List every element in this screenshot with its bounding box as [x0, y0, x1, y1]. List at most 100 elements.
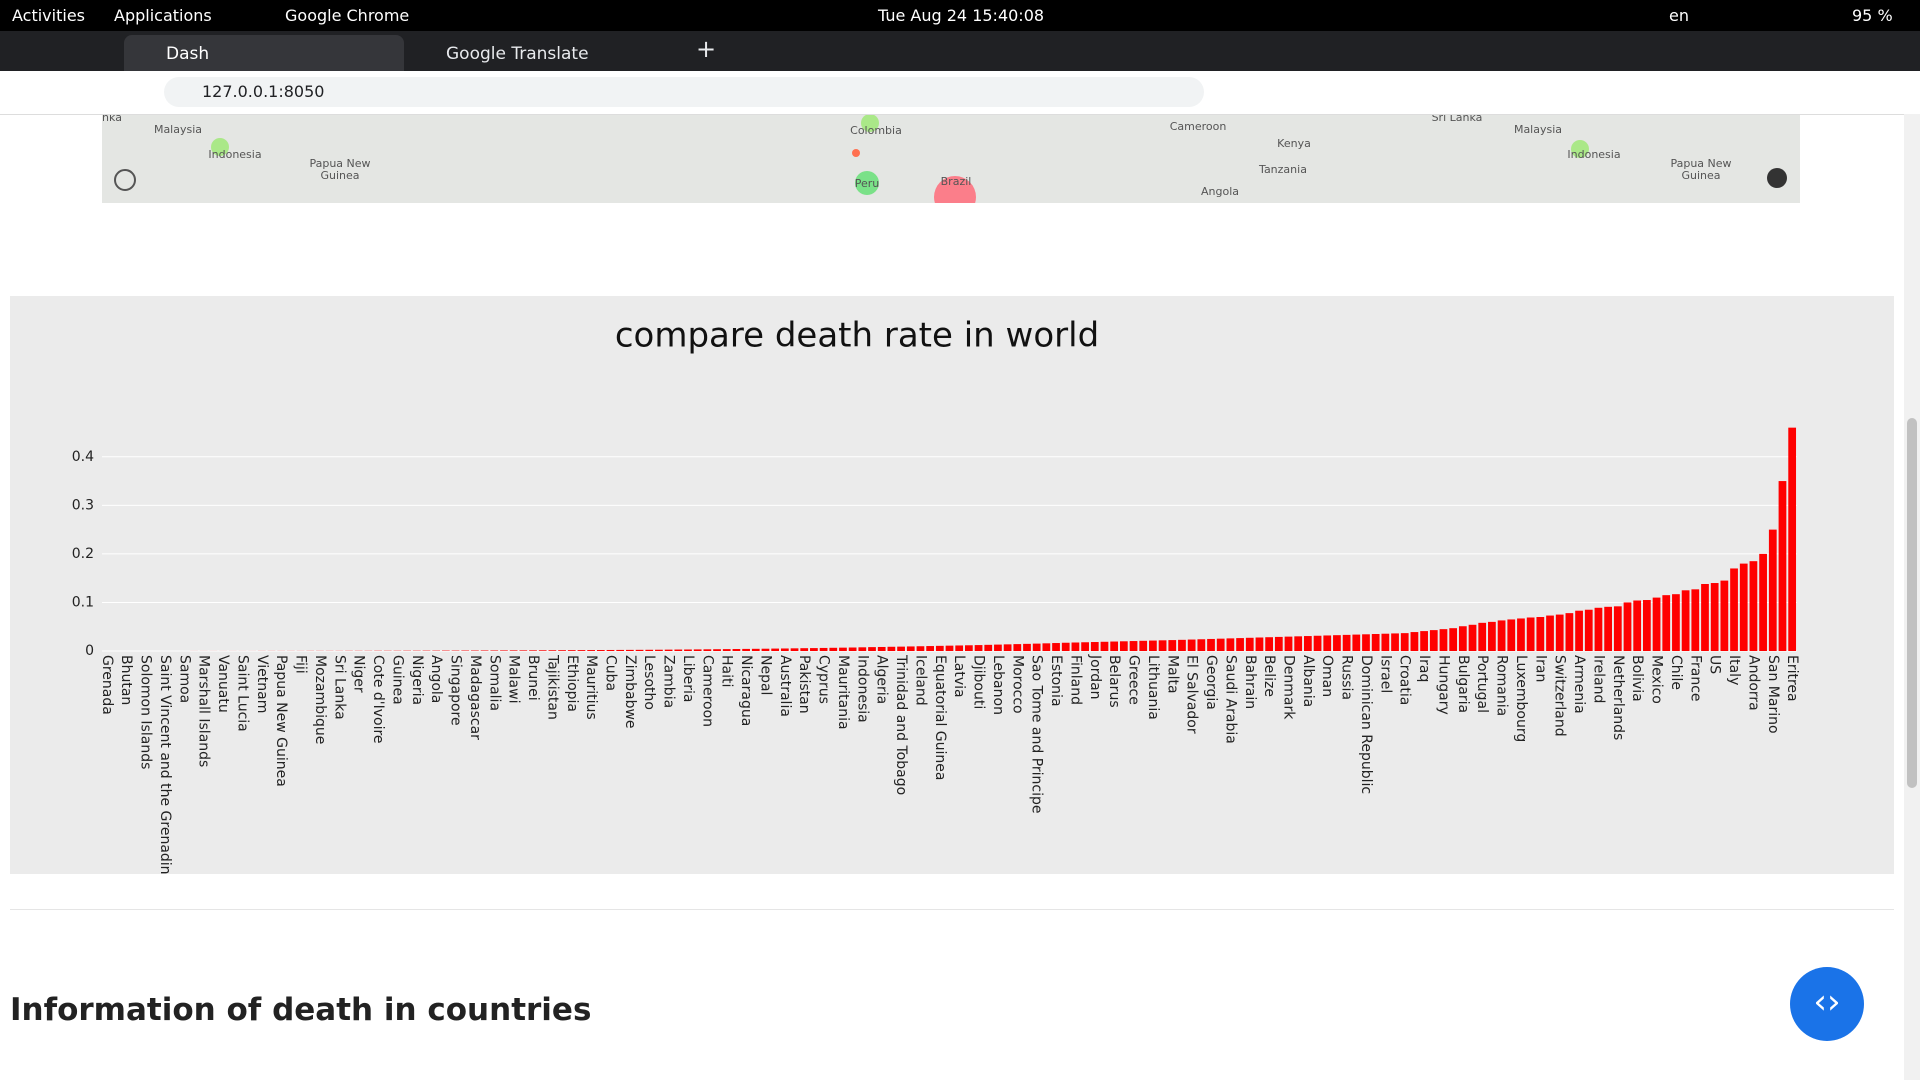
bar: [887, 646, 896, 651]
x-tick-label: Chile: [1668, 655, 1684, 690]
bar: [1381, 633, 1390, 651]
bar: [984, 644, 993, 651]
x-tick-label: Saint Lucia: [234, 655, 250, 732]
bar: [1778, 481, 1787, 651]
x-tick-label: Bulgaria: [1455, 655, 1471, 713]
x-tick-label: Vietnam: [254, 655, 270, 713]
scrollbar: [1904, 114, 1920, 1080]
bar: [703, 649, 712, 651]
x-tick-label: Eritrea: [1784, 655, 1800, 702]
bar: [713, 649, 721, 651]
bar: [1594, 607, 1603, 651]
map-label: Kenya: [1277, 137, 1311, 150]
map-info[interactable]: [1767, 168, 1787, 188]
bar: [1759, 553, 1767, 651]
x-tick-label: Indonesia: [854, 655, 870, 723]
clock[interactable]: Tue Aug 24 15:40:08: [878, 6, 1045, 25]
bubble: [855, 171, 879, 195]
map-label: Papua New Guinea: [1670, 157, 1732, 182]
x-tick-label: Saudi Arabia: [1222, 655, 1238, 744]
bar: [1788, 427, 1797, 651]
bubble: [211, 138, 229, 156]
bar: [1032, 643, 1041, 651]
x-tick-label: Iraq: [1416, 655, 1432, 682]
map-label: Papua New Guinea: [309, 157, 371, 182]
bar: [1691, 589, 1700, 651]
bar: [1730, 568, 1738, 651]
bar: [1420, 631, 1428, 651]
bar: [955, 645, 964, 651]
debug-button[interactable]: ‹›: [1790, 967, 1864, 1041]
x-tick-label: Jordan: [1087, 654, 1103, 700]
bar: [1168, 640, 1177, 651]
bar: [558, 650, 566, 651]
bar: [761, 648, 770, 651]
bar: [1236, 638, 1244, 651]
y-tick-label: 0.1: [72, 594, 94, 610]
map-label: nka: [102, 115, 122, 124]
bar: [800, 648, 809, 651]
map-logo[interactable]: [114, 169, 136, 191]
bar: [829, 647, 838, 651]
y-tick-label: 0.3: [72, 497, 94, 513]
bar: [771, 648, 780, 651]
tab[interactable]: Dash: [124, 35, 404, 71]
x-tick-label: Solomon Islands: [138, 655, 154, 769]
x-tick-label: Netherlands: [1610, 655, 1626, 740]
bar: [1071, 642, 1080, 651]
bar: [1391, 633, 1399, 651]
bar: [1710, 583, 1719, 651]
x-tick-label: Mozambique: [312, 655, 328, 744]
scroll-thumb[interactable]: [1907, 418, 1917, 788]
x-tick-label: Saint Vincent and the Grenadines: [157, 655, 173, 874]
bar: [1439, 629, 1448, 651]
activities[interactable]: Activities: [12, 6, 85, 25]
bar: [1003, 644, 1012, 651]
bar: [1720, 580, 1729, 651]
bar: [1613, 606, 1622, 651]
x-tick-label: Israel: [1377, 655, 1393, 693]
bar: [1526, 617, 1535, 651]
bar: [1410, 632, 1419, 651]
x-tick-label: Marshall Islands: [196, 655, 212, 767]
x-tick-label: Andorra: [1745, 655, 1761, 711]
bar: [1575, 610, 1583, 651]
bar: [635, 649, 644, 651]
bar: [1546, 615, 1554, 651]
applications-menu[interactable]: Applications: [114, 6, 212, 25]
battery[interactable]: 95 %: [1852, 6, 1893, 25]
address-bar[interactable]: 127.0.0.1:8050: [164, 77, 1204, 107]
tab[interactable]: Google Translate: [446, 44, 589, 64]
x-tick-label: Sri Lanka: [331, 655, 347, 720]
bar: [693, 649, 702, 651]
bar: [819, 647, 828, 651]
bar: [722, 649, 731, 651]
bar: [1400, 633, 1409, 651]
x-tick-label: Ireland: [1590, 655, 1606, 703]
bar: [674, 649, 683, 651]
x-tick-label: Vanuatu: [215, 655, 231, 713]
map-label: Indonesia: [1567, 148, 1621, 161]
new-tab[interactable]: +: [696, 35, 717, 63]
language[interactable]: en: [1669, 6, 1689, 25]
bar: [1323, 635, 1332, 651]
bar: [935, 645, 944, 651]
x-tick-label: Liberia: [680, 655, 696, 702]
bar: [1110, 641, 1119, 651]
bar: [1701, 583, 1709, 651]
app-menu[interactable]: Google Chrome: [285, 6, 410, 25]
bar: [1507, 619, 1516, 651]
bar: [1555, 614, 1564, 651]
x-tick-label: Mexico: [1649, 655, 1665, 704]
bar: [596, 650, 605, 651]
bar: [1119, 641, 1128, 651]
x-tick-label: Madagascar: [467, 655, 483, 740]
bar: [1090, 642, 1099, 651]
x-tick-label: Cote d'Ivoire: [370, 655, 386, 744]
bar: [1739, 563, 1748, 651]
x-tick-label: Romania: [1494, 655, 1510, 716]
map-label: Brazil: [940, 175, 972, 188]
bar: [1497, 620, 1506, 651]
x-tick-label: Angola: [428, 655, 444, 703]
x-tick-label: San Marino: [1765, 655, 1781, 734]
